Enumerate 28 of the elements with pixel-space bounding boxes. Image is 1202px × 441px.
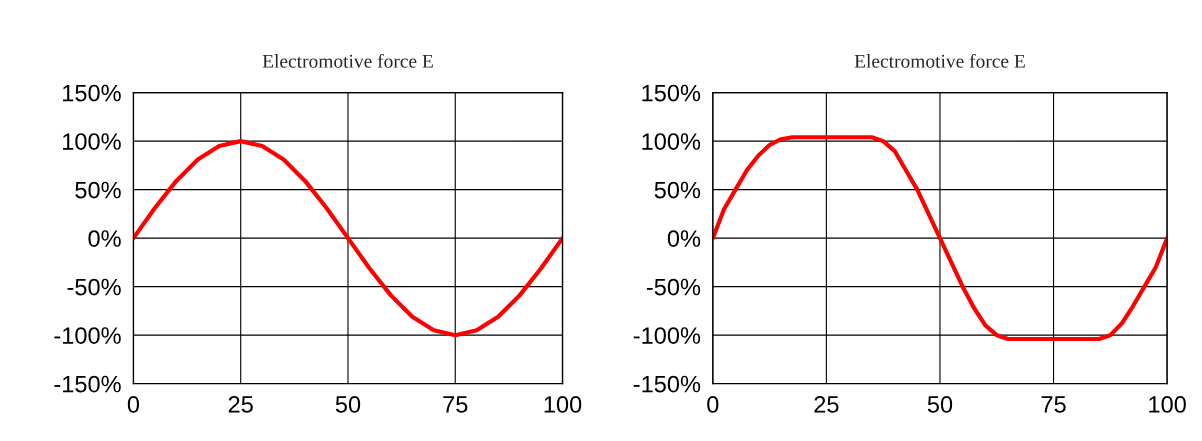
y-tick-label: -150% [54, 375, 121, 393]
y-tick-label: -50% [67, 278, 121, 296]
chart-title: Electromotive force E [262, 53, 433, 68]
x-tick-label: 75 [1041, 396, 1066, 413]
y-tick-label: 150% [642, 84, 701, 102]
y-tick-label: 0% [667, 230, 701, 247]
x-tick-label: 25 [814, 396, 839, 413]
x-tick-label: 0 [127, 396, 140, 413]
y-tick-label: -100% [633, 327, 701, 344]
y-tick-label: -150% [633, 375, 701, 393]
y-tick-label: -100% [54, 327, 121, 344]
line-series [712, 135, 1168, 342]
y-tick-label: 50% [75, 181, 121, 199]
x-tick-label: 100 [544, 396, 582, 413]
x-tick-label: 100 [1149, 396, 1186, 413]
y-tick-label: 150% [63, 84, 121, 102]
x-tick-label: 0 [707, 396, 719, 413]
y-tick-label: 0% [88, 230, 121, 247]
chart-title: Electromotive force E [854, 53, 1025, 68]
y-tick-label: -50% [646, 278, 701, 296]
x-tick-label: 50 [335, 396, 361, 413]
y-tick-label: 100% [63, 133, 121, 150]
line-series [133, 139, 563, 338]
x-tick-label: 75 [443, 396, 468, 413]
x-tick-label: 25 [228, 396, 253, 413]
y-tick-label: 50% [654, 181, 701, 199]
y-tick-label: 100% [642, 133, 701, 150]
x-tick-label: 50 [927, 396, 953, 413]
